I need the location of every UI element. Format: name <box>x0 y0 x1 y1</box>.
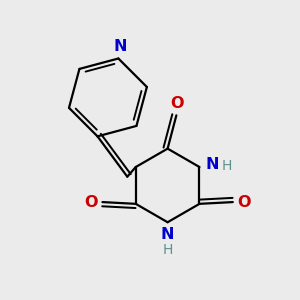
Text: O: O <box>85 195 98 210</box>
Text: H: H <box>162 243 173 256</box>
Text: O: O <box>170 96 184 111</box>
Text: H: H <box>221 159 232 173</box>
Text: N: N <box>113 39 127 54</box>
Text: N: N <box>161 227 174 242</box>
Text: O: O <box>237 195 250 210</box>
Text: N: N <box>206 157 219 172</box>
